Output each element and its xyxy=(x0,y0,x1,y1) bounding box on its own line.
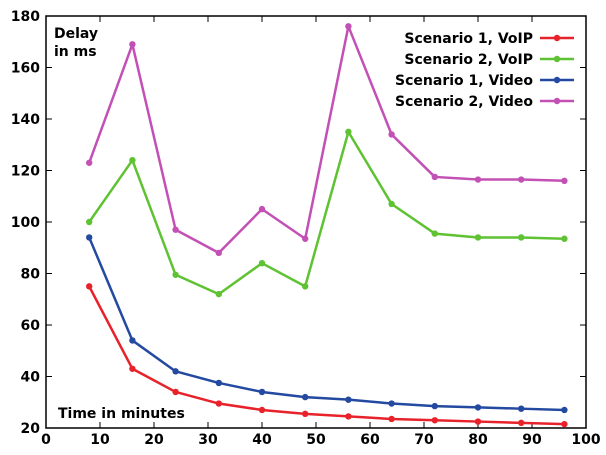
data-point-scenario-2-video xyxy=(345,23,352,30)
data-point-scenario-2-voip xyxy=(561,235,568,242)
data-point-scenario-2-video xyxy=(258,205,266,213)
data-point-scenario-1-video xyxy=(172,368,179,375)
y-tick-label: 120 xyxy=(11,164,40,180)
y-tick-label: 100 xyxy=(11,215,40,231)
y-tick-label: 160 xyxy=(11,61,40,77)
data-point-scenario-2-voip xyxy=(302,283,309,290)
data-point-scenario-2-video xyxy=(215,249,222,257)
data-point-scenario-1-voip xyxy=(561,420,568,428)
legend-marker-scenario-1-video xyxy=(553,76,561,84)
data-point-scenario-2-voip xyxy=(172,271,179,278)
data-point-scenario-1-video xyxy=(388,400,395,407)
series-line-scenario-2-video xyxy=(88,25,565,255)
data-point-scenario-2-voip xyxy=(518,234,525,241)
data-point-scenario-1-voip xyxy=(172,388,179,396)
x-tick-label: 50 xyxy=(306,432,326,448)
x-tick-label: 10 xyxy=(90,432,110,448)
data-point-scenario-2-video xyxy=(388,131,395,138)
series-line-scenario-1-voip xyxy=(88,285,565,426)
legend-marker-scenario-2-voip xyxy=(553,55,561,63)
legend-label-scenario-2-voip: Scenario 2, VoIP xyxy=(404,52,533,68)
y-tick-label: 40 xyxy=(21,370,41,386)
data-point-scenario-1-video xyxy=(474,404,482,411)
legend-label-scenario-1-voip: Scenario 1, VoIP xyxy=(404,31,533,47)
data-point-scenario-2-video xyxy=(172,226,179,233)
data-point-scenario-2-video xyxy=(474,176,482,183)
data-point-scenario-2-voip xyxy=(129,157,136,164)
x-tick-label: 100 xyxy=(571,432,600,448)
series-line-scenario-1-video xyxy=(88,236,565,412)
legend-label-scenario-2-video: Scenario 2, Video xyxy=(395,94,533,110)
legend-marker-scenario-1-voip xyxy=(553,34,561,42)
x-tick-label: 0 xyxy=(41,432,51,448)
data-point-scenario-2-voip xyxy=(474,234,482,241)
data-point-scenario-2-video xyxy=(302,235,309,242)
x-tick-label: 80 xyxy=(468,432,488,448)
data-point-scenario-1-voip xyxy=(215,400,222,407)
y-axis-label-line-2: in ms xyxy=(54,44,97,60)
data-point-scenario-1-video xyxy=(431,402,438,410)
y-tick-label: 60 xyxy=(21,318,41,334)
data-point-scenario-2-video xyxy=(129,41,136,48)
data-point-scenario-1-voip xyxy=(345,413,352,420)
x-tick-label: 70 xyxy=(414,432,434,448)
data-point-scenario-1-voip xyxy=(518,419,525,427)
legend-marker-scenario-2-video xyxy=(553,97,561,105)
data-point-scenario-1-video xyxy=(302,393,309,401)
axis-labels: Delay in ms Time in minutes xyxy=(54,26,185,422)
data-point-scenario-2-voip xyxy=(258,260,266,267)
x-tick-label: 40 xyxy=(252,432,272,448)
data-point-scenario-1-video xyxy=(561,406,568,414)
data-point-scenario-1-video xyxy=(345,396,352,403)
y-tick-label: 140 xyxy=(11,112,40,128)
data-point-scenario-1-voip xyxy=(388,415,395,423)
data-point-scenario-2-voip xyxy=(86,218,93,226)
data-point-scenario-1-video xyxy=(258,388,266,396)
data-point-scenario-2-video xyxy=(86,159,93,166)
data-point-scenario-2-video xyxy=(561,177,568,184)
x-tick-label: 20 xyxy=(144,432,164,448)
x-axis-label: Time in minutes xyxy=(58,406,185,422)
data-point-scenario-2-voip xyxy=(345,128,352,136)
data-point-scenario-1-video xyxy=(215,379,222,387)
legend-label-scenario-1-video: Scenario 1, Video xyxy=(395,73,533,89)
x-tick-label: 60 xyxy=(360,432,380,448)
legend: Scenario 1, VoIP Scenario 2, VoIP Scenario… xyxy=(395,31,574,110)
series-line-scenario-2-voip xyxy=(88,130,565,296)
series-group xyxy=(86,23,568,428)
data-point-scenario-1-voip xyxy=(258,406,266,414)
data-point-scenario-2-voip xyxy=(388,200,395,208)
data-point-scenario-1-voip xyxy=(129,365,136,372)
data-point-scenario-1-video xyxy=(129,337,136,344)
y-axis-label-line-1: Delay xyxy=(54,26,98,42)
y-tick-label: 180 xyxy=(11,9,40,25)
x-tick-label: 30 xyxy=(198,432,218,448)
y-tick-label: 20 xyxy=(21,421,41,437)
data-point-scenario-2-voip xyxy=(215,290,222,298)
data-point-scenario-1-voip xyxy=(86,283,93,290)
data-point-scenario-2-voip xyxy=(431,230,438,237)
data-point-scenario-1-voip xyxy=(431,417,438,424)
data-point-scenario-1-voip xyxy=(302,410,309,418)
data-point-scenario-2-video xyxy=(431,173,438,181)
y-tick-label: 80 xyxy=(21,267,41,283)
axis-ticks: 0 10 20 30 40 50 60 70 80 90 100 20 40 60 80 100 120 140 1… xyxy=(11,9,601,448)
data-point-scenario-2-video xyxy=(518,176,525,183)
data-point-scenario-1-video xyxy=(86,234,93,241)
data-point-scenario-1-video xyxy=(518,405,525,412)
data-point-scenario-1-voip xyxy=(474,418,482,425)
x-tick-label: 90 xyxy=(522,432,542,448)
